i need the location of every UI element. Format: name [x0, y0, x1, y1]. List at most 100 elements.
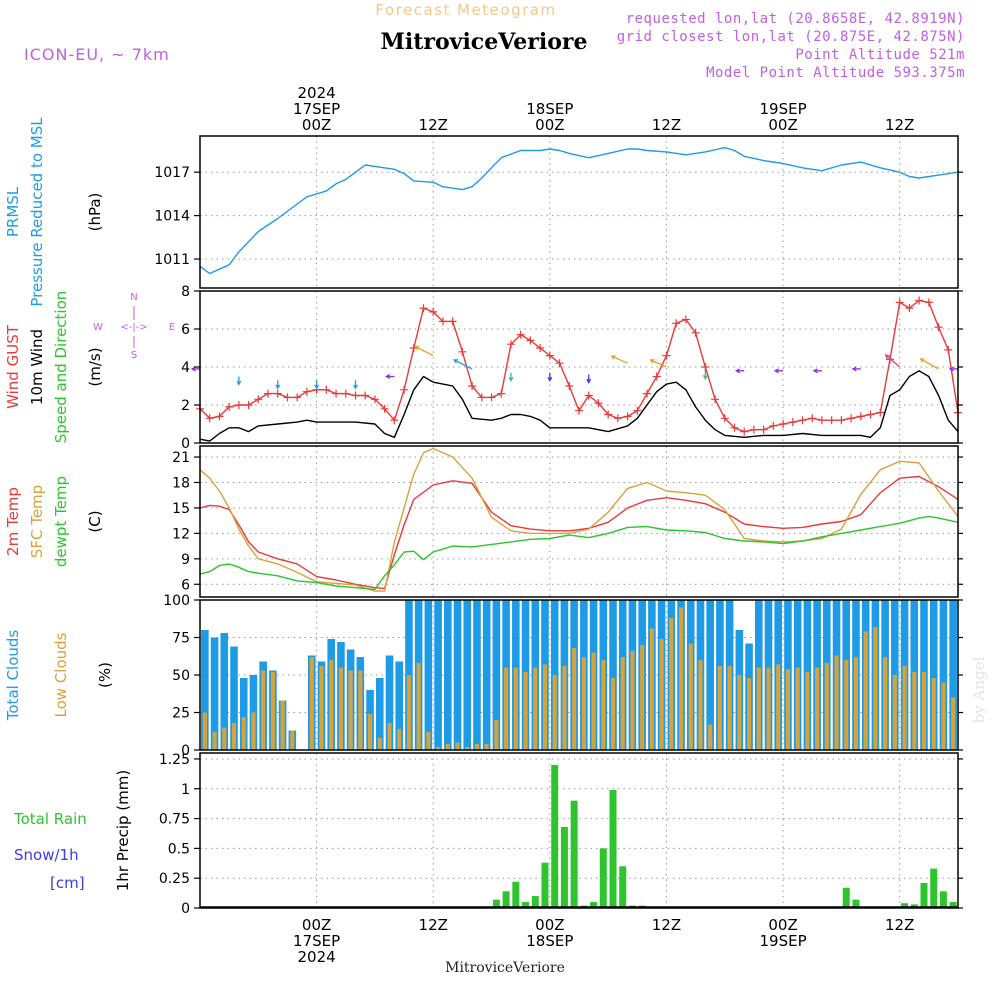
compass-east: E — [169, 322, 175, 333]
precip-legend: Total Rain Snow/1h [cm] — [13, 810, 87, 892]
series-total-rain — [492, 764, 957, 908]
panel-label: (m/s) — [86, 347, 104, 386]
bar — [951, 697, 956, 750]
gust-marker — [400, 385, 409, 394]
gust-marker — [225, 402, 234, 411]
bar — [698, 660, 703, 750]
bar — [239, 678, 248, 750]
gust-marker — [273, 389, 282, 398]
bar — [358, 670, 363, 750]
gust-marker — [293, 393, 302, 402]
panel-label: SFC Temp — [28, 485, 46, 558]
bar — [601, 660, 606, 750]
gust-marker — [866, 410, 875, 419]
gust-marker — [895, 298, 904, 307]
bar — [290, 730, 295, 750]
gust-marker — [215, 412, 224, 421]
gust-marker — [827, 416, 836, 425]
bar — [706, 600, 714, 750]
gust-marker — [915, 296, 924, 305]
gust-marker — [283, 393, 292, 402]
footer-location: MitroviceVeriore — [445, 960, 565, 976]
bar — [873, 627, 878, 750]
tick-label: 6 — [181, 577, 190, 593]
bar — [630, 651, 635, 750]
model-label: ICON-EU, ~ 7km — [24, 45, 170, 64]
wind-arrow-head — [610, 355, 616, 360]
gust-marker — [876, 408, 885, 417]
bar — [688, 643, 693, 750]
bar — [678, 607, 684, 750]
wind-arrow-head — [812, 368, 818, 374]
panels: 1011 1014 1017 PRMSL Pressure Reduced to MSL… — [4, 117, 963, 917]
y-axis-ticks: 6 9 12 15 18 21 — [172, 450, 963, 593]
bar — [620, 657, 625, 750]
closest-coords: grid closest lon,lat (20.875E, 42.875N) — [617, 29, 965, 45]
gust-marker — [536, 344, 545, 352]
gust-marker — [526, 336, 535, 345]
bar — [533, 667, 538, 750]
bar — [542, 664, 548, 750]
bar — [426, 732, 431, 750]
gust-marker — [575, 406, 583, 415]
time-label-top: 17SEP — [293, 100, 340, 118]
bar — [309, 657, 314, 750]
gust-marker — [419, 304, 428, 313]
bar — [609, 789, 617, 908]
bar — [492, 899, 500, 908]
panel-frame — [199, 135, 959, 289]
wind-arrow-head — [508, 376, 514, 382]
gust-marker — [429, 307, 438, 316]
time-label-bottom: 2024 — [298, 948, 336, 966]
bar — [883, 657, 888, 750]
gust-marker — [332, 389, 341, 398]
bar — [610, 678, 616, 750]
tick-label: 25 — [172, 706, 190, 722]
wind-arrow — [611, 355, 628, 364]
bar — [902, 666, 907, 750]
wind-arrow-head — [190, 366, 196, 372]
model-point-altitude: Model Point Altitude 593.375m — [706, 65, 965, 81]
bar — [562, 666, 567, 750]
bar — [212, 732, 217, 750]
tick-label: 9 — [181, 552, 190, 568]
time-label-bottom: 17SEP — [293, 932, 340, 950]
bar — [853, 657, 859, 750]
gust-marker — [759, 425, 768, 434]
bar — [387, 723, 392, 750]
bar — [513, 667, 518, 750]
series-line-10m-wind — [199, 370, 959, 442]
panel-label: 1hr Precip (mm) — [114, 770, 132, 891]
gust-marker — [730, 423, 739, 432]
bar — [649, 628, 654, 750]
bar — [482, 600, 491, 750]
bar — [251, 712, 256, 750]
panel-label: dewpt Temp — [52, 476, 70, 567]
gust-marker — [244, 401, 253, 409]
bar — [210, 637, 219, 750]
wind-arrow — [920, 358, 939, 370]
gust-marker — [652, 372, 661, 381]
bar — [815, 667, 820, 750]
bar — [640, 645, 645, 750]
tick-label: 1.25 — [159, 752, 190, 768]
bar — [280, 700, 285, 750]
gust-marker — [817, 416, 826, 425]
compass-arrows: <-|-> — [120, 322, 147, 333]
bar — [852, 899, 860, 908]
wind-arrow — [650, 359, 667, 368]
gust-marker — [934, 323, 943, 332]
wind-direction-arrows — [190, 345, 958, 390]
gust-marker — [361, 391, 370, 400]
tick-label: 0 — [181, 436, 190, 452]
tick-label: 0.25 — [159, 871, 190, 887]
series-line-prmsl — [199, 146, 959, 275]
gust-marker — [662, 351, 671, 360]
bar — [931, 678, 936, 750]
panel-label: (hPa) — [86, 193, 104, 232]
panel-temperature: 6 9 12 15 18 21 2m Temp SFC Temp dewpt Temp (C) — [4, 445, 963, 598]
bar — [220, 633, 229, 750]
gust-marker — [847, 414, 856, 423]
bar — [406, 675, 411, 750]
